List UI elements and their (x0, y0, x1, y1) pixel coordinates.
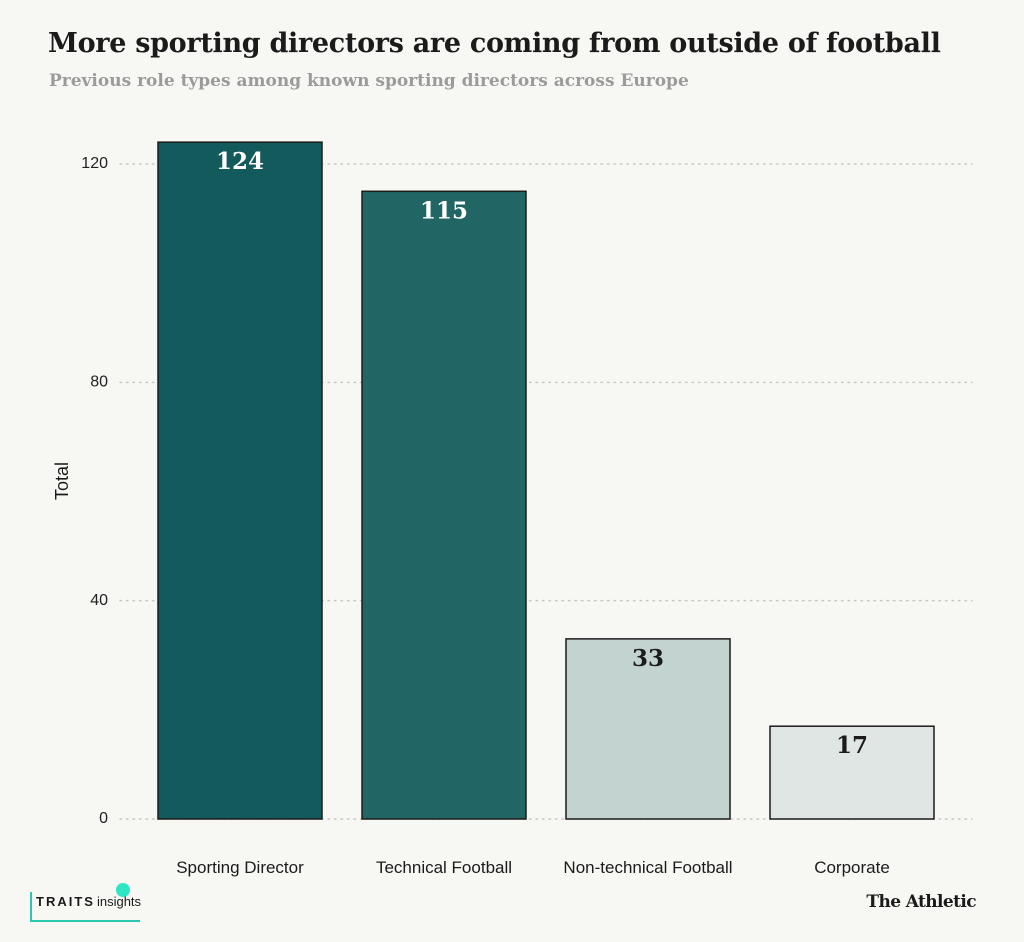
logo-underline (30, 920, 140, 922)
bars (157, 141, 935, 820)
x-category-label: Sporting Director (176, 858, 304, 877)
y-tick-label: 80 (90, 374, 108, 391)
bar (157, 141, 323, 820)
logo-accent-bar (30, 892, 32, 922)
x-category-label: Corporate (814, 858, 890, 877)
bar-value-label: 33 (632, 645, 664, 672)
bar (361, 190, 527, 820)
y-tick-labels: 0 40 80 120 (81, 155, 108, 827)
category-labels: Sporting Director Technical Football Non-t… (176, 858, 890, 877)
y-axis-title: Total (52, 462, 72, 500)
y-tick-label: 40 (90, 592, 108, 609)
logo-dot-icon (116, 883, 130, 897)
traits-insights-logo: TRAITS insights (30, 880, 141, 926)
the-athletic-logo: The Athletic (866, 892, 976, 912)
bar-value-label: 124 (216, 148, 264, 175)
y-tick-label: 0 (99, 810, 108, 827)
logo-text-light: insights (96, 894, 142, 909)
x-category-label: Technical Football (376, 858, 512, 877)
chart-subtitle: Previous role types among known sporting… (49, 71, 689, 91)
bar (769, 725, 935, 820)
bar-value-label: 17 (836, 732, 868, 759)
chart-title: More sporting directors are coming from … (48, 28, 941, 59)
value-labels: 124 115 33 17 (216, 148, 868, 759)
logo-text: TRAITS insights (36, 894, 141, 909)
y-tick-label: 120 (81, 155, 108, 172)
logo-text-strong: TRAITS (36, 894, 95, 909)
x-category-label: Non-technical Football (563, 858, 732, 877)
bar-value-label: 115 (420, 197, 468, 224)
bar (565, 638, 731, 820)
